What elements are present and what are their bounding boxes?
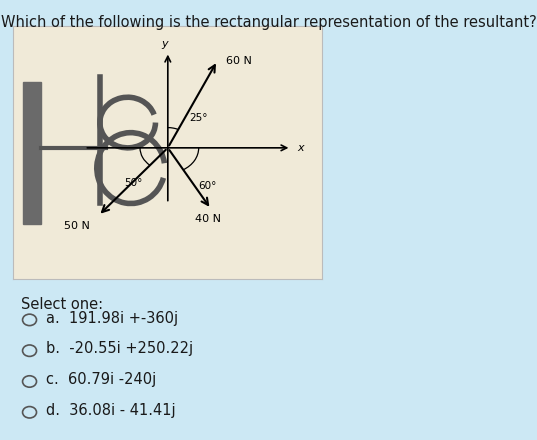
Text: d.  36.08i - 41.41j: d. 36.08i - 41.41j: [46, 403, 175, 418]
Text: 40 N: 40 N: [195, 214, 221, 224]
Text: Which of the following is the rectangular representation of the resultant?: Which of the following is the rectangula…: [1, 15, 536, 30]
Text: c.  60.79i -240j: c. 60.79i -240j: [46, 372, 156, 387]
Text: 50 N: 50 N: [64, 221, 90, 231]
Text: 50°: 50°: [125, 178, 143, 188]
Text: Select one:: Select one:: [21, 297, 104, 312]
Text: 60°: 60°: [199, 181, 217, 191]
Text: y: y: [162, 39, 168, 49]
Bar: [23, 82, 41, 224]
Text: b.  -20.55i +250.22j: b. -20.55i +250.22j: [46, 341, 193, 356]
Text: a.  191.98i +-360j: a. 191.98i +-360j: [46, 311, 178, 326]
Text: x: x: [297, 143, 304, 153]
Text: 60 N: 60 N: [226, 56, 252, 66]
Text: 25°: 25°: [190, 113, 208, 122]
